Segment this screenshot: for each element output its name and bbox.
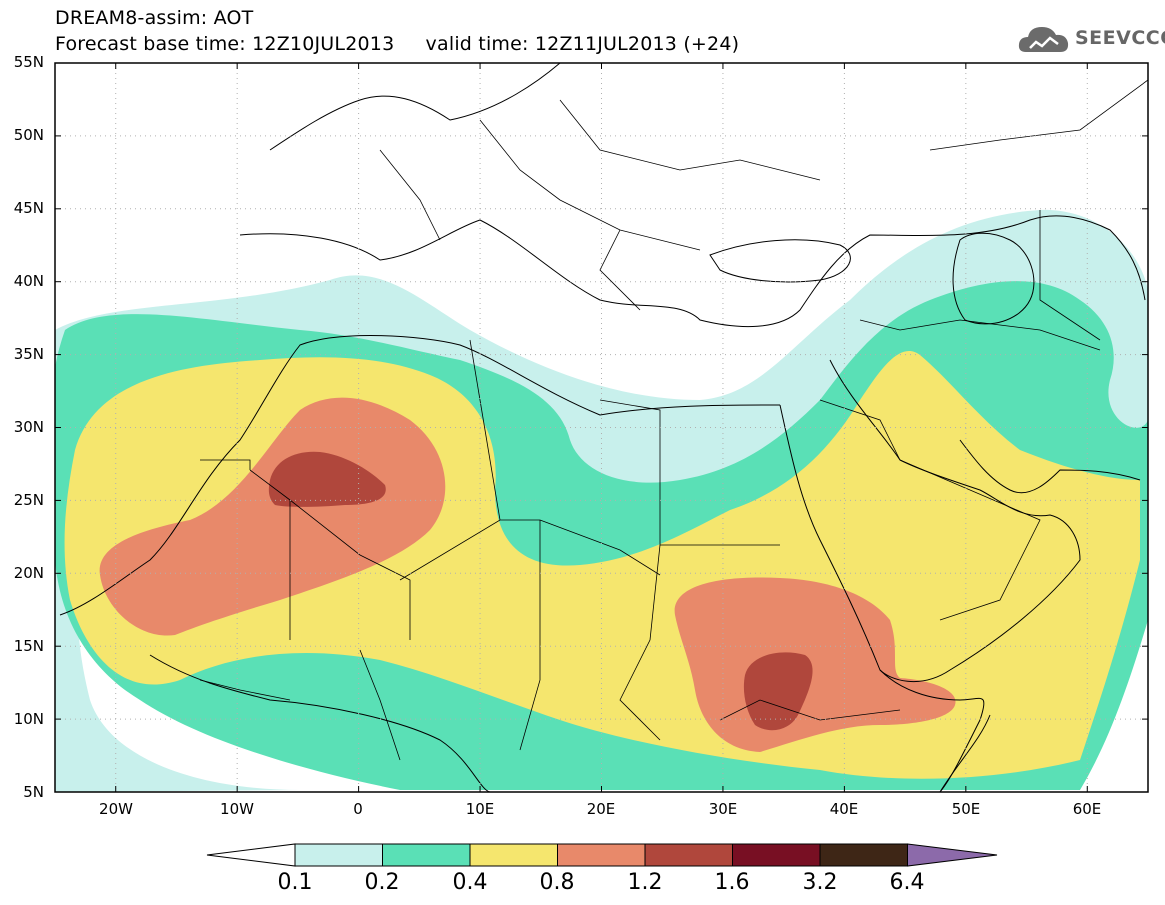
colorbar-over-arrow (907, 843, 998, 867)
graticule (55, 63, 1148, 792)
border-line (819, 399, 901, 461)
lon-label: 0 (353, 800, 363, 818)
coastline-red-sea (779, 404, 985, 792)
seevccc-logo: SEEVCCC (1016, 22, 1165, 56)
coastline-persian-gulf (959, 439, 1141, 494)
lat-label: 35N (13, 345, 44, 363)
lon-label: 50E (951, 800, 981, 818)
colorbar-swatch-0.4-0.8 (469, 843, 558, 867)
lon-label: 20E (586, 800, 616, 818)
lat-label: 55N (13, 53, 44, 71)
border-line (379, 149, 441, 241)
border-line (359, 649, 401, 761)
lat-label: 10N (13, 710, 44, 728)
aot-1.2-1.6-area-east (743, 652, 813, 731)
border-line (479, 119, 701, 251)
coastline-caspian (952, 232, 1035, 325)
lat-label: 20N (13, 564, 44, 582)
lat-label: 45N (13, 199, 44, 217)
colorbar-swatch-3.2-6.4 (819, 843, 908, 867)
colorbar-label: 1.2 (627, 870, 663, 895)
coastline-europe-north (269, 63, 561, 151)
colorbar-swatch-1.2-1.6 (644, 843, 733, 867)
border-line (539, 519, 661, 576)
border-line (599, 399, 780, 546)
lon-label: 20W (99, 800, 133, 818)
forecast-time-subtitle: Forecast base time: 12Z10JUL2013 valid t… (55, 33, 740, 55)
coastline-east-africa (939, 714, 991, 792)
colorbar-under-arrow (206, 843, 296, 867)
aot-contours (55, 209, 1148, 792)
border-line (200, 459, 251, 470)
border-line (859, 319, 1101, 351)
coastline-gulf-of-guinea (149, 654, 491, 792)
coastlines (59, 63, 1146, 792)
coastline-north-africa (59, 335, 781, 616)
border-line (619, 544, 661, 741)
border-line (469, 339, 501, 521)
colorbar-label: 0.2 (364, 870, 400, 895)
map-title: DREAM8-assim: AOT (55, 7, 254, 29)
colorbar-label: 3.2 (802, 870, 838, 895)
colorbar-label: 0.1 (277, 870, 313, 895)
lat-label: 15N (13, 637, 44, 655)
cloud-icon (1018, 27, 1069, 52)
country-borders (199, 79, 1148, 761)
lon-label: 40E (829, 800, 859, 818)
colorbar-label: 1.6 (714, 870, 750, 895)
lat-label: 40N (13, 272, 44, 290)
colorbar-swatch-0.1-0.2 (294, 843, 383, 867)
aot-0.8-1.2-area-east (674, 577, 956, 752)
colorbar-swatch-0.2-0.4 (382, 843, 471, 867)
coastline-europe (239, 215, 1146, 327)
coastline-black-sea (709, 239, 851, 283)
lon-label: 10E (465, 800, 495, 818)
aot-0.8-1.2-area-west (99, 397, 446, 636)
border-line (599, 229, 641, 311)
logo-text: SEEVCCC (1075, 27, 1165, 49)
lon-label: 10W (220, 800, 254, 818)
lat-label: 30N (13, 418, 44, 436)
border-line (929, 79, 1148, 151)
colorbar-label: 0.4 (452, 870, 488, 895)
colorbar (206, 843, 998, 867)
aot-1.2-1.6-area-west (268, 451, 386, 507)
colorbar-swatch-1.6-3.2 (732, 843, 821, 867)
border-line (199, 679, 291, 701)
border-line (899, 459, 1041, 621)
border-line (249, 469, 411, 640)
colorbar-swatch-0.8-1.2 (557, 843, 646, 867)
border-line (559, 99, 821, 181)
colorbar-label: 0.8 (539, 870, 575, 895)
colorbar-label: 6.4 (889, 870, 925, 895)
coastline-arabia (829, 359, 1081, 683)
lat-label: 50N (13, 126, 44, 144)
lat-label: 5N (23, 783, 44, 801)
lat-label: 25N (13, 491, 44, 509)
axis-ticks (55, 62, 1148, 793)
border-line (719, 699, 901, 721)
border-line (1039, 210, 1101, 341)
lon-label: 30E (708, 800, 738, 818)
lon-label: 60E (1072, 800, 1102, 818)
